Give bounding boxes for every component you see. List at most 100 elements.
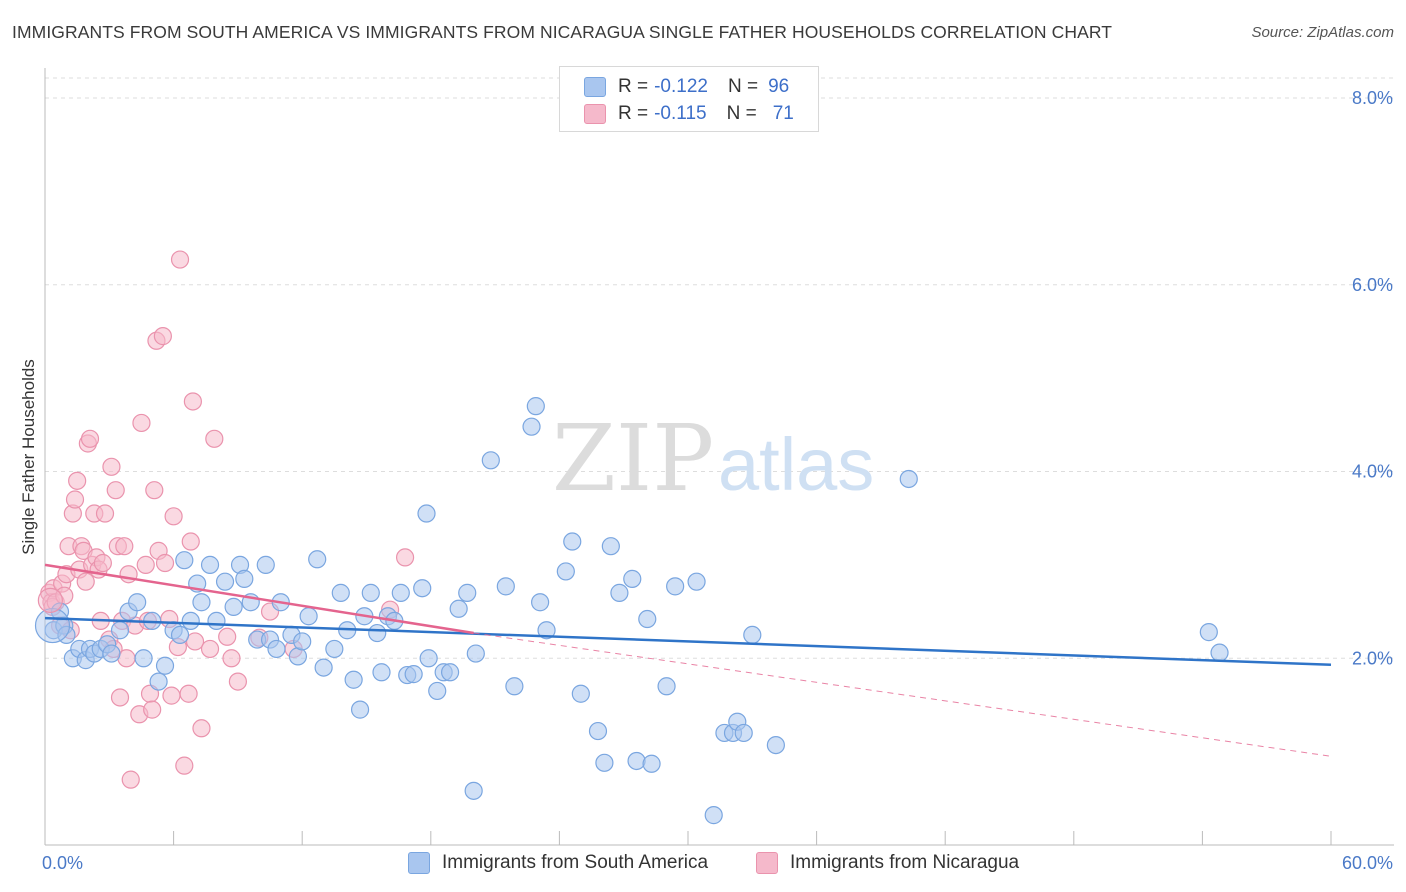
point-south-america [372, 663, 391, 682]
point-nicaragua [95, 504, 115, 523]
point-nicaragua [106, 481, 125, 500]
point-south-america [134, 649, 153, 668]
y-tick-label: 2.0% [1352, 648, 1393, 668]
legend-n-value: 71 [772, 103, 794, 124]
legend-row-south-america: R = -0.122 N = 96 [584, 75, 789, 99]
point-nicaragua [179, 684, 198, 703]
point-south-america [344, 670, 363, 689]
point-south-america [391, 583, 410, 602]
legend-swatch-blue [584, 77, 606, 97]
point-south-america [428, 681, 447, 701]
point-south-america [526, 397, 545, 416]
point-south-america [556, 562, 575, 581]
point-south-america [417, 504, 436, 523]
point-south-america [571, 684, 590, 703]
series-legend-nicaragua[interactable]: Immigrants from Nicaragua [756, 852, 1019, 874]
point-south-america [128, 593, 147, 612]
point-south-america [288, 647, 308, 666]
watermark: ZIP atlas [552, 405, 874, 512]
point-south-america [368, 623, 387, 643]
legend-swatch-pink [584, 104, 606, 124]
point-nicaragua [395, 548, 415, 567]
legend-r-label: R = [618, 76, 649, 97]
point-nicaragua [218, 627, 237, 646]
point-south-america [256, 555, 275, 574]
y-axis-title: Single Father Households [19, 359, 38, 555]
point-south-america [149, 672, 168, 691]
point-south-america [1199, 623, 1218, 642]
legend-n-label: N = [726, 103, 757, 124]
trend-line-nicaragua [44, 563, 474, 635]
point-south-america [299, 607, 318, 626]
point-south-america [505, 677, 524, 696]
point-nicaragua [170, 250, 190, 269]
point-south-america [623, 569, 642, 588]
point-nicaragua [65, 490, 85, 509]
point-nicaragua [181, 532, 200, 551]
point-south-america [404, 665, 423, 684]
point-south-america [464, 781, 483, 800]
watermark-atlas: atlas [718, 423, 874, 506]
point-south-america [207, 611, 226, 631]
watermark-zip: ZIP [552, 405, 714, 512]
point-south-america [200, 555, 220, 574]
y-tick-label: 6.0% [1352, 275, 1393, 295]
series-swatch-pink [756, 852, 778, 874]
point-south-america [449, 599, 468, 618]
point-nicaragua [192, 719, 211, 738]
point-nicaragua [222, 649, 241, 668]
point-nicaragua [80, 429, 100, 448]
point-nicaragua [136, 555, 155, 574]
point-nicaragua [175, 756, 194, 775]
point-nicaragua [110, 688, 130, 707]
point-south-america [531, 593, 550, 612]
tick-labels: 2.0% 4.0% 6.0% 8.0% 0.0% 60.0% [42, 88, 1393, 873]
point-nicaragua [162, 686, 181, 705]
point-south-america [1210, 643, 1229, 662]
point-south-america [657, 677, 676, 696]
legend: R = -0.122 N = 96 R = -0.115 N = 71 [559, 66, 819, 132]
chart-title: IMMIGRANTS FROM SOUTH AMERICA VS IMMIGRA… [12, 22, 1113, 42]
point-south-america [293, 632, 312, 651]
point-south-america [331, 583, 350, 602]
x-tick-label: 60.0% [1342, 853, 1393, 873]
point-south-america [458, 583, 477, 602]
point-south-america [440, 663, 460, 682]
point-nicaragua [132, 413, 151, 433]
series-legend-south-america[interactable]: Immigrants from South America [408, 852, 708, 874]
point-nicaragua [145, 481, 164, 500]
axes [44, 68, 1394, 846]
trend-line-nicaragua-extension [473, 632, 1332, 757]
point-south-america [766, 735, 785, 755]
point-south-america [734, 723, 753, 743]
point-nicaragua-cluster [37, 587, 63, 613]
point-south-america [102, 644, 121, 663]
point-south-america [601, 537, 620, 556]
point-nicaragua [185, 632, 205, 651]
point-south-america [466, 644, 485, 663]
legend-r-value: -0.115 [654, 103, 707, 124]
point-south-america [743, 625, 762, 645]
point-south-america [235, 569, 254, 588]
point-nicaragua [153, 327, 172, 346]
point-nicaragua [164, 507, 183, 526]
point-south-america [496, 577, 515, 596]
point-south-america [595, 753, 614, 772]
point-south-america [666, 577, 685, 596]
point-south-america [687, 572, 706, 591]
point-south-america [522, 417, 541, 436]
legend-n-value: 96 [768, 76, 790, 97]
series-legend-label: Immigrants from South America [442, 852, 709, 873]
point-south-america [419, 649, 438, 668]
point-nicaragua [102, 457, 121, 476]
series-legend: Immigrants from South America Immigrants… [0, 852, 1406, 878]
x-tick-label: 0.0% [42, 853, 83, 873]
point-south-america [638, 609, 657, 629]
point-south-america [537, 621, 556, 640]
point-south-america [192, 593, 211, 612]
trend-line-south-america [44, 616, 1332, 667]
point-south-america [481, 451, 500, 470]
point-nicaragua [205, 429, 224, 448]
point-south-america [413, 579, 432, 598]
